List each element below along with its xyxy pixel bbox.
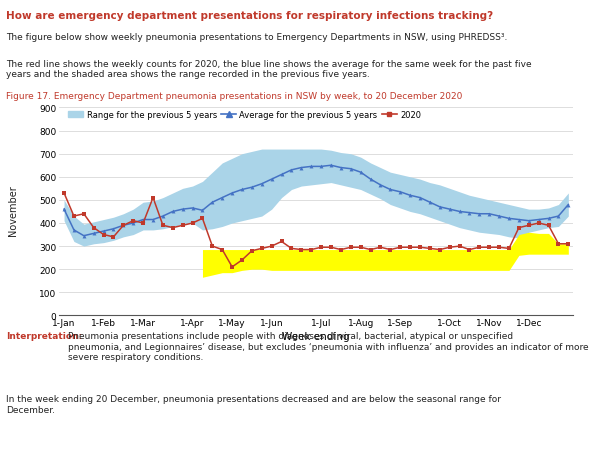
Text: November: November (8, 184, 18, 235)
Text: Pneumonia presentations include people with diagnoses of viral, bacterial, atypi: Pneumonia presentations include people w… (68, 331, 589, 361)
Text: How are emergency department presentations for respiratory infections tracking?: How are emergency department presentatio… (6, 11, 493, 21)
Text: Figure 17. Emergency Department pneumonia presentations in NSW by week, to 20 De: Figure 17. Emergency Department pneumoni… (6, 92, 462, 101)
Text: The figure below show weekly pneumonia presentations to Emergency Departments in: The figure below show weekly pneumonia p… (6, 32, 507, 41)
Text: The red line shows the weekly counts for 2020, the blue line shows the average f: The red line shows the weekly counts for… (6, 60, 531, 79)
Text: Interpretation:: Interpretation: (6, 331, 82, 341)
Legend: Range for the previous 5 years, Average for the previous 5 years, 2020: Range for the previous 5 years, Average … (69, 110, 421, 120)
Text: In the week ending 20 December, pneumonia presentations decreased and are below : In the week ending 20 December, pneumoni… (6, 395, 501, 414)
X-axis label: Week ending: Week ending (282, 331, 350, 341)
